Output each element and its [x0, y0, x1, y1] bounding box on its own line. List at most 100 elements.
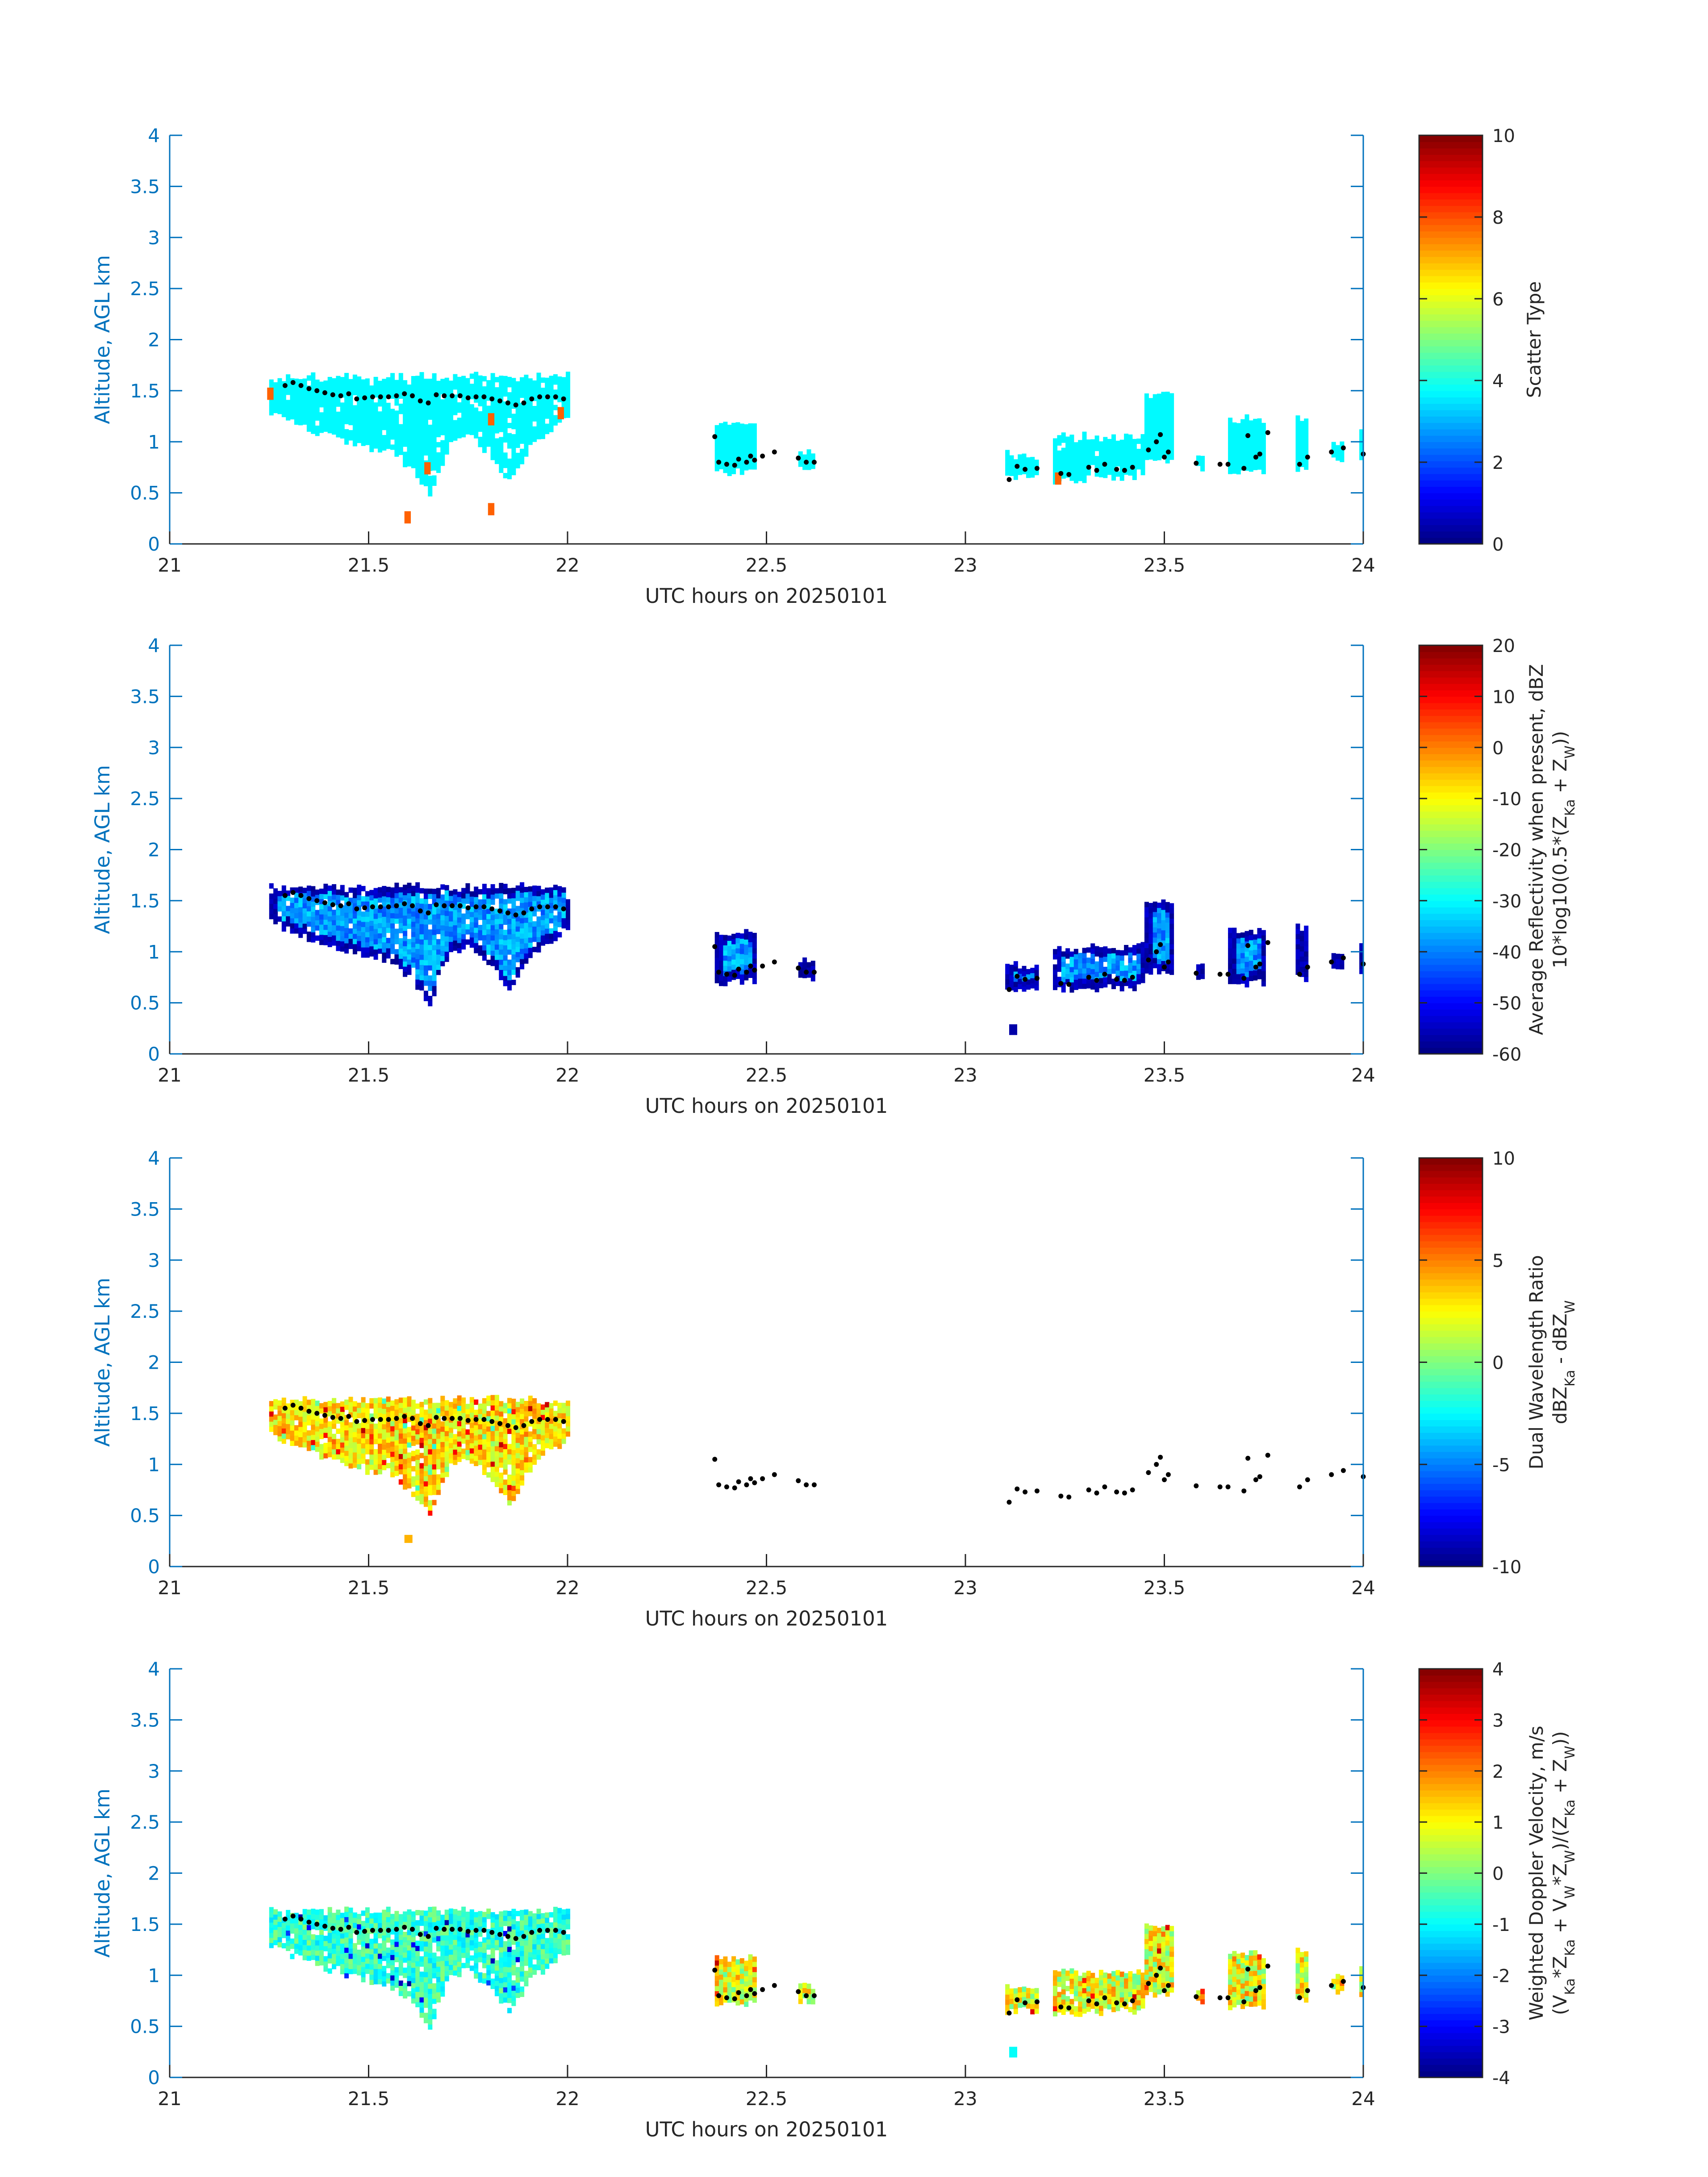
- heatmap-cell: [1165, 458, 1170, 464]
- heatmap-cell: [714, 952, 719, 958]
- heatmap-cell: [1136, 943, 1141, 949]
- heatmap-cell: [340, 1447, 345, 1453]
- heatmap-cell: [340, 1918, 345, 1923]
- heatmap-cell: [382, 911, 387, 917]
- heatmap-cell: [1157, 439, 1161, 445]
- heatmap-cell: [1240, 937, 1245, 943]
- heatmap-cell: [286, 1935, 291, 1941]
- heatmap-cell: [415, 984, 420, 990]
- heatmap-cell: [423, 1486, 428, 1492]
- colorbar-swatch: [1419, 1279, 1482, 1286]
- heatmap-cell: [290, 903, 295, 908]
- heatmap-cell: [528, 891, 533, 897]
- heatmap-cell: [440, 930, 445, 936]
- heatmap-cell: [1103, 447, 1108, 453]
- heatmap-cell: [286, 1915, 291, 1921]
- heatmap-cell: [319, 1914, 324, 1920]
- heatmap-cell: [1261, 981, 1266, 986]
- heatmap-cell: [369, 436, 374, 442]
- heatmap-cell: [348, 409, 353, 415]
- heatmap-cell: [735, 953, 740, 959]
- heatmap-cell: [1165, 401, 1170, 407]
- heatmap-cell: [1244, 445, 1249, 451]
- heatmap-cell: [1169, 414, 1174, 419]
- heatmap-cell: [469, 907, 474, 912]
- colorbar-swatch: [1419, 888, 1482, 895]
- heatmap-cell: [444, 1441, 449, 1446]
- cloud-top-point: [521, 400, 526, 405]
- heatmap-cell: [382, 1398, 387, 1404]
- heatmap-cell: [315, 430, 320, 436]
- heatmap-cell: [1200, 963, 1205, 969]
- heatmap-cell: [332, 383, 337, 389]
- heatmap-cell: [269, 1416, 274, 1422]
- heatmap-cell: [494, 402, 499, 408]
- heatmap-cell: [436, 1997, 441, 2003]
- heatmap-cell: [369, 406, 374, 411]
- heatmap-cell: [1103, 472, 1108, 478]
- heatmap-cell: [277, 1400, 282, 1406]
- heatmap-cell: [411, 927, 416, 932]
- heatmap-cell: [432, 373, 437, 379]
- heatmap-cell: [478, 909, 483, 915]
- heatmap-cell: [453, 425, 458, 430]
- heatmap-cell: [365, 1912, 370, 1918]
- heatmap-cell: [340, 382, 345, 388]
- heatmap-cell: [520, 943, 525, 949]
- colorbar-swatch: [1419, 722, 1482, 729]
- cloud-top-point: [1058, 1493, 1064, 1499]
- heatmap-cell: [1073, 974, 1078, 980]
- heatmap-cell: [561, 1413, 566, 1419]
- heatmap-cell: [311, 408, 316, 414]
- heatmap-cell: [545, 413, 550, 419]
- heatmap-cell: [423, 960, 428, 965]
- heatmap-cell: [744, 949, 749, 955]
- heatmap-cell: [419, 1453, 424, 1458]
- heatmap-cell: [727, 471, 732, 476]
- heatmap-cell: [286, 384, 291, 390]
- heatmap-cell: [357, 1939, 362, 1945]
- heatmap-cell: [348, 928, 353, 934]
- heatmap-cell: [520, 1444, 525, 1450]
- heatmap-cell: [1013, 474, 1018, 480]
- heatmap-cell: [511, 1465, 516, 1471]
- heatmap-cell: [361, 927, 366, 932]
- heatmap-cell: [444, 403, 449, 409]
- colorbar-swatch: [1419, 1368, 1482, 1375]
- heatmap-cell: [1061, 987, 1066, 993]
- heatmap-cell: [348, 1933, 353, 1939]
- heatmap-cell: [515, 1442, 520, 1448]
- heatmap-cell: [474, 1430, 479, 1436]
- heatmap-cell: [1165, 917, 1170, 923]
- heatmap-cell: [298, 1950, 303, 1956]
- colorbar-swatch: [1419, 1041, 1482, 1048]
- heatmap-cell: [390, 903, 395, 908]
- heatmap-cell: [382, 1450, 387, 1455]
- heatmap-cell: [478, 1450, 483, 1455]
- heatmap-cell: [714, 947, 719, 953]
- heatmap-cell: [1065, 979, 1070, 984]
- heatmap-cell: [1169, 429, 1174, 435]
- heatmap-cell: [731, 954, 736, 960]
- heatmap-cell: [499, 1442, 504, 1447]
- heatmap-cell: [440, 1421, 445, 1427]
- heatmap-cell: [511, 398, 516, 404]
- heatmap-cell: [1082, 462, 1087, 468]
- cloud-top-point: [418, 398, 423, 404]
- heatmap-cell: [1249, 970, 1253, 976]
- heatmap-cell: [432, 1922, 437, 1927]
- heatmap-cell: [482, 422, 487, 428]
- heatmap-cell: [461, 1448, 466, 1454]
- heatmap-cell: [386, 377, 391, 383]
- heatmap-cell: [411, 1962, 416, 1968]
- heatmap-cell: [490, 404, 495, 409]
- heatmap-cell: [1103, 468, 1108, 473]
- heatmap-cell: [378, 1397, 382, 1403]
- heatmap-cell: [545, 913, 550, 919]
- heatmap-cell: [478, 1444, 483, 1450]
- heatmap-cell: [549, 938, 554, 944]
- colorbar-swatch: [1419, 1420, 1482, 1427]
- heatmap-cell: [378, 933, 382, 939]
- heatmap-cell: [404, 1535, 413, 1543]
